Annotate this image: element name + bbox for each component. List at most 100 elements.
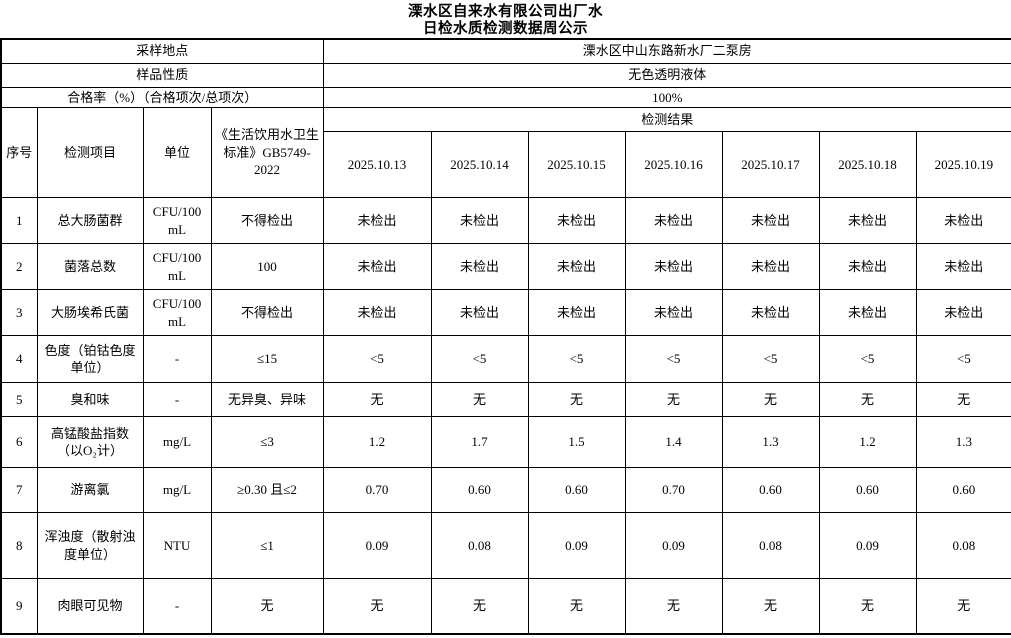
- result-cell: 未检出: [527, 243, 626, 291]
- table-row: 7 游离氯 mg/L ≥0.30 且≤2 0.70 0.60 0.60 0.70 0.60 0.6…: [0, 467, 1011, 514]
- item-cell: 高锰酸盐指数（以O₂计）: [36, 416, 144, 469]
- result-cell: 未检出: [915, 197, 1011, 245]
- result-cell: 无: [721, 578, 820, 635]
- result-cell: <5: [721, 335, 820, 384]
- result-cell: <5: [322, 335, 432, 384]
- result-cell: 未检出: [322, 243, 432, 291]
- result-cell: 0.60: [430, 467, 529, 514]
- table-row: 8 浑浊度（散射浊度单位） NTU ≤1 0.09 0.08 0.09 0.09 0.08 0.0…: [0, 512, 1011, 580]
- item-cell: 色度（铂钴色度单位）: [36, 335, 144, 384]
- col-header-item: 检测项目: [36, 107, 144, 199]
- result-cell: 无: [915, 382, 1011, 418]
- standard-cell: 100: [210, 243, 324, 291]
- col-header-results-group: 检测结果: [322, 107, 1011, 133]
- result-cell: 1.3: [721, 416, 820, 469]
- col-header-date-5: 2025.10.17: [721, 131, 820, 199]
- item-cell: 菌落总数: [36, 243, 144, 291]
- result-cell: 未检出: [624, 197, 723, 245]
- result-cell: 未检出: [818, 289, 917, 337]
- result-cell: 未检出: [915, 243, 1011, 291]
- table-row: 5 臭和味 - 无异臭、异味无无无无无无无: [0, 382, 1011, 418]
- item-cell: 臭和味: [36, 382, 144, 418]
- seq-cell: 3: [0, 289, 38, 337]
- result-cell: 0.70: [322, 467, 432, 514]
- result-cell: 1.2: [818, 416, 917, 469]
- unit-cell: -: [142, 335, 212, 384]
- result-cell: 无: [430, 578, 529, 635]
- result-cell: 未检出: [915, 289, 1011, 337]
- header-row-top: 序号 检测项目 单位 《生活饮用水卫生标准》GB5749-2022 检测结果: [0, 107, 1011, 199]
- result-cell: 0.60: [721, 467, 820, 514]
- result-cell: 未检出: [624, 289, 723, 337]
- result-cell: 1.3: [915, 416, 1011, 469]
- result-cell: 未检出: [818, 197, 917, 245]
- col-header-date-1: 2025.10.13: [322, 131, 432, 199]
- standard-cell: ≤15: [210, 335, 324, 384]
- col-header-date-2: 2025.10.14: [430, 131, 529, 199]
- result-cell: 无: [430, 382, 529, 418]
- header-row-dates: 2025.10.13 2025.10.14 2025.10.15 2025.10…: [1, 131, 1011, 199]
- result-cell: 未检出: [721, 197, 820, 245]
- col-header-unit: 单位: [142, 107, 212, 199]
- standard-cell: 不得检出: [210, 289, 324, 337]
- sampling-location-label: 采样地点: [0, 38, 324, 64]
- standard-cell: 无异臭、异味: [210, 382, 324, 418]
- unit-cell: -: [142, 382, 212, 418]
- unit-cell: -: [142, 578, 212, 635]
- result-cell: 未检出: [322, 289, 432, 337]
- result-cell: <5: [527, 335, 626, 384]
- sample-nature-label: 样品性质: [0, 62, 324, 88]
- unit-cell: NTU: [142, 512, 212, 580]
- standard-cell: 不得检出: [210, 197, 324, 245]
- result-cell: 无: [818, 578, 917, 635]
- result-cell: 无: [818, 382, 917, 418]
- table-row: 1 总大肠菌群 CFU/100 mL 不得检出 未检出 未检出 未检出 未检出 未检出 未检出 未检…: [0, 197, 1011, 245]
- result-cell: 1.2: [322, 416, 432, 469]
- result-cell: 0.60: [818, 467, 917, 514]
- result-cell: <5: [624, 335, 723, 384]
- result-cell: <5: [915, 335, 1011, 384]
- result-cell: 无: [322, 382, 432, 418]
- result-cell: 无: [527, 382, 626, 418]
- col-header-date-3: 2025.10.15: [527, 131, 626, 199]
- table-body: 采样地点 溧水区中山东路新水厂二泵房 样品性质 无色透明液体 合格率（%）（合格…: [0, 38, 1011, 635]
- result-cell: 0.08: [721, 512, 820, 580]
- seq-cell: 2: [0, 243, 38, 291]
- water-quality-table: 采样地点 溧水区中山东路新水厂二泵房 样品性质 无色透明液体 合格率（%）（合格…: [0, 38, 1011, 635]
- seq-cell: 1: [0, 197, 38, 245]
- pass-rate-label: 合格率（%）（合格项次/总项次）: [0, 86, 324, 109]
- result-cell: 无: [915, 578, 1011, 635]
- col-header-date-7: 2025.10.19: [915, 131, 1011, 199]
- item-cell: 游离氯: [36, 467, 144, 514]
- result-cell: 未检出: [721, 243, 820, 291]
- result-cell: 1.4: [624, 416, 723, 469]
- result-cell: 未检出: [430, 289, 529, 337]
- result-cell: 0.09: [527, 512, 626, 580]
- result-cell: 无: [721, 382, 820, 418]
- result-cell: 未检出: [430, 243, 529, 291]
- seq-cell: 9: [0, 578, 38, 635]
- sampling-location-value: 溧水区中山东路新水厂二泵房: [322, 38, 1011, 64]
- title-line-1: 溧水区自来水有限公司出厂水: [408, 4, 603, 20]
- pass-rate-row: 合格率（%）（合格项次/总项次） 100%: [0, 86, 1011, 109]
- result-cell: 0.60: [915, 467, 1011, 514]
- standard-cell: ≤3: [210, 416, 324, 469]
- result-cell: 无: [624, 382, 723, 418]
- table-row: 9 肉眼可见物 - 无无无无无无无无: [0, 578, 1011, 635]
- result-cell: 0.09: [818, 512, 917, 580]
- unit-cell: CFU/100 mL: [142, 243, 212, 291]
- page-title: 溧水区自来水有限公司出厂水 日检水质检测数据周公示: [0, 0, 1011, 38]
- item-cell: 总大肠菌群: [36, 197, 144, 245]
- seq-cell: 4: [0, 335, 38, 384]
- result-cell: 未检出: [721, 289, 820, 337]
- col-header-date-6: 2025.10.18: [818, 131, 917, 199]
- item-cell: 浑浊度（散射浊度单位）: [36, 512, 144, 580]
- result-cell: 0.70: [624, 467, 723, 514]
- seq-cell: 8: [0, 512, 38, 580]
- result-cell: 0.09: [322, 512, 432, 580]
- table-row: 6 高锰酸盐指数（以O₂计） mg/L ≤3 1.2 1.7 1.5 1.4 1.3 1.2 1.3: [0, 416, 1011, 469]
- unit-cell: mg/L: [142, 416, 212, 469]
- result-cell: 未检出: [624, 243, 723, 291]
- standard-cell: ≤1: [210, 512, 324, 580]
